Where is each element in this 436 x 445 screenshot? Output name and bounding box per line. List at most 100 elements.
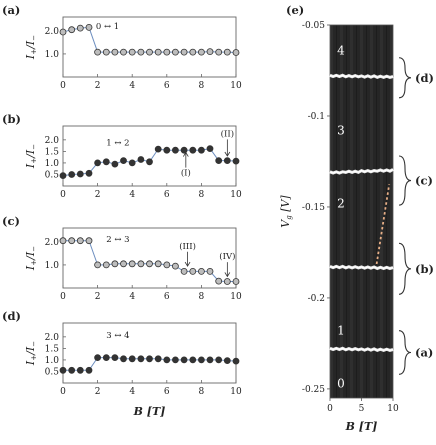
data-point <box>232 357 240 365</box>
annotation-label: 3 ↔ 4 <box>106 331 129 341</box>
x-tick-label: 10 <box>387 404 399 414</box>
brace-label: (c) <box>415 174 433 188</box>
data-point <box>189 267 197 275</box>
x-tick-label: 10 <box>230 292 242 302</box>
annotation-label: (II) <box>221 128 234 139</box>
data-point <box>223 278 231 285</box>
data-point <box>197 48 205 56</box>
data-point <box>146 48 153 56</box>
x-tick-label: 8 <box>199 190 205 200</box>
data-point <box>154 355 162 363</box>
data-point <box>120 157 127 165</box>
data-point <box>171 356 179 364</box>
annotation-label: 0 ↔ 1 <box>96 22 119 32</box>
y-tick-label: 1.0 <box>45 261 60 271</box>
panel-0: (a) I+/I− 0 2 4 6 8 10 1.0 2.0 0 ↔ 1 <box>2 3 242 91</box>
data-point <box>154 260 162 268</box>
data-point <box>111 354 119 362</box>
data-point <box>120 48 127 56</box>
data-point <box>154 145 162 153</box>
x-tick-label: 8 <box>199 292 205 302</box>
arrow-head <box>184 261 191 267</box>
annotation-label: (III) <box>179 241 196 252</box>
data-point <box>85 237 93 245</box>
panel-1: (b) I+/I− 0 2 4 6 8 10 0.51.0 1.52.0 1 ↔ 2 (I) (II) <box>2 112 242 200</box>
annotation-label: (I) <box>181 168 191 179</box>
data-point <box>120 260 127 268</box>
arrow-head <box>224 151 231 157</box>
y-axis-label: I+/I− <box>24 144 38 169</box>
data-point <box>94 48 101 56</box>
y-axis-label: I+/I− <box>24 35 38 60</box>
region-label: 0 <box>337 376 345 390</box>
heatmap-area <box>329 24 394 399</box>
data-point <box>223 48 231 56</box>
y-tick-label: 2.0 <box>45 136 60 146</box>
x-tick-label: 10 <box>230 387 242 397</box>
y-tick-label: 1.0 <box>45 159 60 169</box>
panel-label: (a) <box>2 3 20 17</box>
data-point <box>94 354 101 362</box>
data-point <box>59 28 67 36</box>
data-point <box>232 49 240 56</box>
brace <box>398 242 412 295</box>
data-point <box>120 355 127 363</box>
data-point <box>206 356 214 364</box>
x-tick-label: 6 <box>164 190 170 200</box>
data-point <box>128 159 136 167</box>
data-point <box>189 356 197 364</box>
y-tick-label: 2.0 <box>45 238 60 248</box>
brace-label: (a) <box>415 346 433 360</box>
data-point <box>163 48 171 56</box>
x-tick-label: 2 <box>95 387 101 397</box>
x-axis-label: B [T] <box>345 420 378 433</box>
data-point <box>68 366 76 374</box>
dotted-trace <box>375 184 391 265</box>
annotation-label: 1 ↔ 2 <box>106 139 129 149</box>
y-axis-label: I+/I− <box>24 246 38 271</box>
transition-line-core <box>329 168 394 174</box>
region-label: 3 <box>337 124 345 138</box>
x-tick-label: 4 <box>129 190 135 200</box>
data-point <box>171 48 179 56</box>
y-tick-label: -0.1 <box>308 112 325 122</box>
data-point <box>137 48 145 56</box>
data-point <box>197 267 205 275</box>
y-tick-label: -0.15 <box>302 203 325 213</box>
y-tick-label: -0.2 <box>308 294 325 304</box>
data-point <box>223 357 231 365</box>
data-point <box>137 260 145 268</box>
transition-line-core <box>329 74 394 79</box>
x-tick-label: 8 <box>199 387 205 397</box>
data-point <box>215 48 223 56</box>
data-point <box>59 172 67 180</box>
data-point <box>206 48 214 55</box>
data-point <box>102 354 110 362</box>
annotation-label: 2 ↔ 3 <box>106 235 129 245</box>
data-point <box>171 262 179 270</box>
region-label: 4 <box>337 43 345 57</box>
data-point <box>128 48 136 56</box>
data-point <box>223 157 231 165</box>
y-tick-label: 1.5 <box>45 147 60 157</box>
data-point <box>102 158 110 166</box>
arrow-head <box>182 151 189 157</box>
data-point <box>232 278 240 285</box>
data-point <box>215 277 223 285</box>
x-tick-label: 0 <box>60 81 66 91</box>
x-tick-label: 5 <box>359 404 365 414</box>
y-tick-label: 0.5 <box>45 170 60 180</box>
data-point <box>137 156 145 163</box>
panel-2: (c) I+/I− 0 2 4 6 8 10 1.0 2.0 2 ↔ 3 (III) (IV) <box>2 214 242 302</box>
plot-frame <box>62 322 237 384</box>
data-point <box>111 260 119 268</box>
data-point <box>180 356 188 364</box>
brace <box>398 155 412 206</box>
data-point <box>206 145 214 153</box>
data-point <box>206 267 214 275</box>
data-point <box>215 356 223 364</box>
panel-label: (e) <box>286 3 304 17</box>
x-tick-label: 8 <box>199 81 205 91</box>
data-point <box>68 26 76 34</box>
